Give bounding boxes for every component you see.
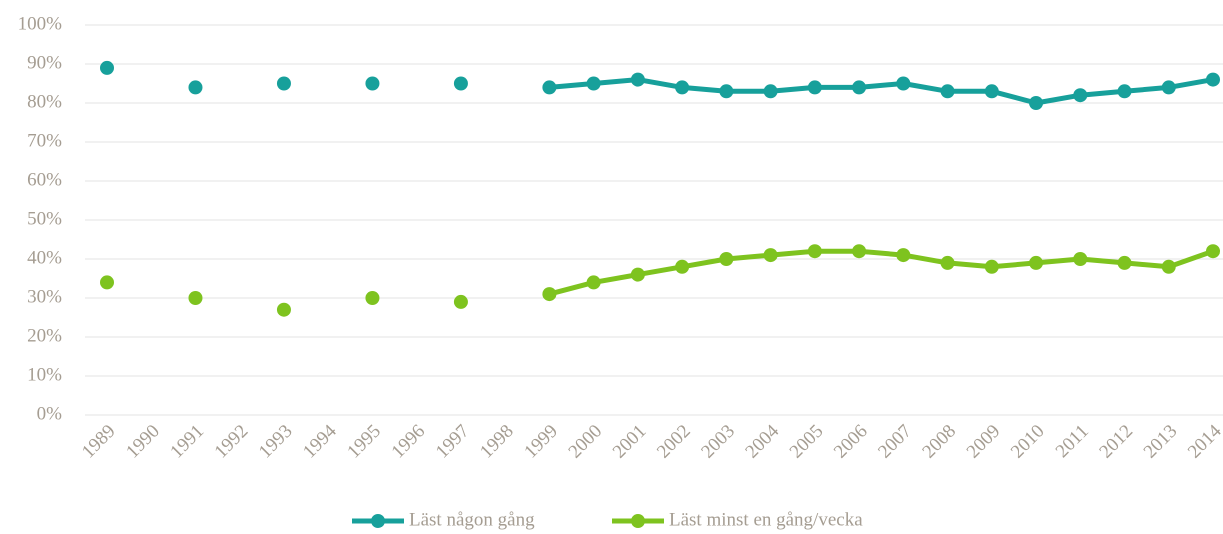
x-tick-label: 2001 [609, 421, 651, 463]
data-point [1073, 88, 1088, 103]
data-point [276, 76, 291, 91]
y-tick-label: 90% [27, 52, 62, 73]
data-point [276, 302, 291, 317]
x-tick-label: 1997 [432, 421, 474, 463]
y-tick-label: 20% [27, 325, 62, 346]
data-point [984, 84, 999, 99]
data-point [630, 72, 645, 87]
y-tick-label: 80% [27, 91, 62, 112]
data-point [542, 80, 557, 95]
legend-marker [371, 514, 385, 528]
data-point [188, 291, 203, 305]
data-point [630, 267, 645, 282]
x-tick-label: 1989 [78, 421, 120, 463]
data-point [365, 291, 380, 305]
y-tick-label: 60% [27, 169, 62, 190]
x-tick-label: 2011 [1052, 421, 1093, 462]
x-tick-label: 2005 [786, 421, 828, 463]
y-tick-label: 30% [27, 286, 62, 307]
data-point [1161, 80, 1176, 95]
data-point [675, 80, 690, 95]
data-point [1117, 84, 1132, 99]
x-tick-label: 2010 [1007, 421, 1049, 463]
data-point [896, 76, 911, 91]
y-tick-label: 40% [27, 247, 62, 268]
data-point [1029, 96, 1044, 110]
data-point [896, 248, 911, 263]
data-point [984, 259, 999, 274]
data-point [852, 80, 867, 95]
data-point [719, 84, 734, 99]
data-point [940, 255, 955, 270]
data-point [852, 244, 867, 259]
x-tick-label: 2012 [1095, 421, 1137, 463]
data-point [1161, 259, 1176, 274]
x-tick-label: 2007 [874, 421, 916, 463]
series-line [549, 77, 1214, 106]
x-tick-label: 1994 [299, 420, 341, 462]
x-tick-label: 1992 [211, 421, 253, 463]
x-tick-label: 2002 [653, 421, 695, 463]
y-tick-label: 50% [27, 208, 62, 229]
data-point [100, 275, 114, 290]
x-tick-label: 1999 [520, 421, 562, 463]
data-point [1206, 72, 1220, 87]
x-tick-label: 2009 [963, 421, 1005, 463]
data-point [586, 275, 601, 290]
data-point [1117, 255, 1132, 270]
y-tick-label: 70% [27, 130, 62, 151]
legend-marker [631, 514, 645, 528]
data-point [763, 84, 778, 99]
legend-label: Läst minst en gång/vecka [669, 509, 863, 530]
data-point [807, 80, 822, 95]
y-tick-label: 10% [27, 364, 62, 385]
x-tick-label: 1995 [343, 421, 385, 463]
data-point [1073, 252, 1088, 266]
legend-item: Läst någon gång [352, 509, 535, 530]
data-point [586, 76, 601, 91]
data-point [542, 287, 557, 302]
x-tick-label: 1990 [122, 421, 164, 463]
legend-item: Läst minst en gång/vecka [612, 509, 863, 530]
x-tick-label: 1993 [255, 421, 297, 463]
x-tick-label: 1996 [388, 421, 430, 463]
x-tick-label: 2003 [697, 421, 739, 463]
x-tick-label: 2014 [1184, 420, 1223, 462]
data-point [453, 294, 468, 309]
legend-label: Läst någon gång [409, 509, 535, 530]
data-point [940, 84, 955, 99]
x-tick-label: 2000 [565, 421, 607, 463]
data-point [1206, 244, 1220, 259]
data-point [100, 60, 114, 75]
y-tick-label: 100% [18, 13, 63, 34]
data-point [807, 244, 822, 259]
x-tick-label: 1991 [166, 421, 208, 463]
data-point [763, 248, 778, 263]
x-tick-label: 2013 [1140, 421, 1182, 463]
x-tick-label: 2004 [741, 420, 783, 462]
data-point [453, 76, 468, 91]
data-point [365, 76, 380, 91]
y-tick-label: 0% [37, 403, 63, 424]
x-tick-label: 2008 [918, 421, 960, 463]
data-point [675, 259, 690, 274]
data-point [719, 252, 734, 266]
series-line [548, 248, 1214, 297]
x-tick-label: 2006 [830, 421, 872, 463]
data-point [188, 80, 203, 95]
x-tick-label: 1998 [476, 421, 518, 463]
data-point [1029, 255, 1044, 270]
